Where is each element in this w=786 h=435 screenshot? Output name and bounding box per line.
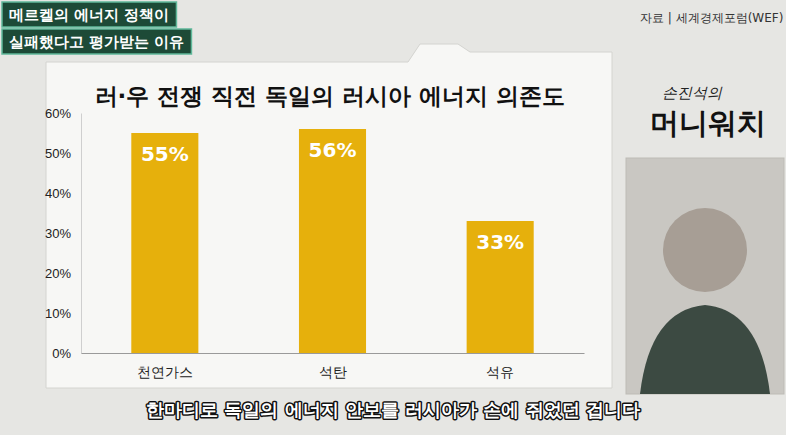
- bar: [467, 221, 534, 353]
- header-text: 메르켈의 에너지 정책이: [9, 6, 169, 24]
- header-text: 실패했다고 평가받는 이유: [9, 33, 184, 51]
- chart-title: 러·우 전쟁 직전 독일의 러시아 에너지 의존도: [95, 83, 566, 109]
- data-label: 55%: [141, 142, 189, 166]
- chart-panel: [46, 44, 612, 388]
- video-frame: [626, 158, 784, 394]
- y-tick: 40%: [45, 186, 81, 201]
- y-tick-label: 60%: [45, 106, 71, 121]
- y-tick: 30%: [45, 226, 81, 241]
- bars: [131, 129, 533, 353]
- y-axis-line: [81, 114, 82, 354]
- logo-large: 머니워치: [650, 106, 766, 140]
- y-axis: 0% 10% 20% 30% 40% 50% 60%: [45, 106, 82, 361]
- x-axis-line: [82, 353, 585, 354]
- header-box: [2, 29, 191, 54]
- bar: [299, 129, 366, 353]
- y-tick: 60%: [45, 106, 81, 121]
- caption: 한마디로 독일의 에너지 안보를 러시아가 손에 쥐었던 겁니다: [146, 399, 640, 420]
- data-labels: 55% 56% 33%: [141, 138, 524, 254]
- presenter-head: [663, 208, 747, 292]
- y-tick: 0%: [52, 346, 81, 361]
- bar: [131, 133, 198, 353]
- y-tick-label: 0%: [52, 346, 71, 361]
- x-tick: 석유: [486, 364, 514, 380]
- presenter-body: [640, 305, 770, 394]
- header: 메르켈의 에너지 정책이실패했다고 평가받는 이유: [2, 2, 191, 54]
- y-tick: 50%: [45, 146, 81, 161]
- data-label: 56%: [309, 138, 357, 162]
- x-tick-label: 석탄: [319, 364, 347, 380]
- y-tick-label: 30%: [45, 226, 71, 241]
- logo-small: 손진석의: [662, 84, 723, 102]
- y-tick-label: 10%: [45, 306, 71, 321]
- x-tick: 석탄: [319, 364, 347, 380]
- x-axis: 천연가스 석탄 석유: [82, 354, 585, 380]
- x-tick-label: 석유: [486, 364, 514, 380]
- y-tick-label: 50%: [45, 146, 71, 161]
- y-tick: 10%: [45, 306, 81, 321]
- y-tick: 20%: [45, 266, 81, 281]
- y-tick-label: 20%: [45, 266, 71, 281]
- source: 자료 | 세계경제포럼(WEF): [640, 11, 783, 25]
- background: [0, 0, 786, 435]
- x-tick: 천연가스: [137, 364, 193, 380]
- canvas: 메르켈의 에너지 정책이실패했다고 평가받는 이유 자료 | 세계경제포럼(WEF…: [0, 0, 786, 435]
- header-box: [2, 2, 176, 27]
- data-label: 33%: [476, 230, 524, 254]
- x-tick-label: 천연가스: [137, 364, 193, 380]
- y-tick-label: 40%: [45, 186, 71, 201]
